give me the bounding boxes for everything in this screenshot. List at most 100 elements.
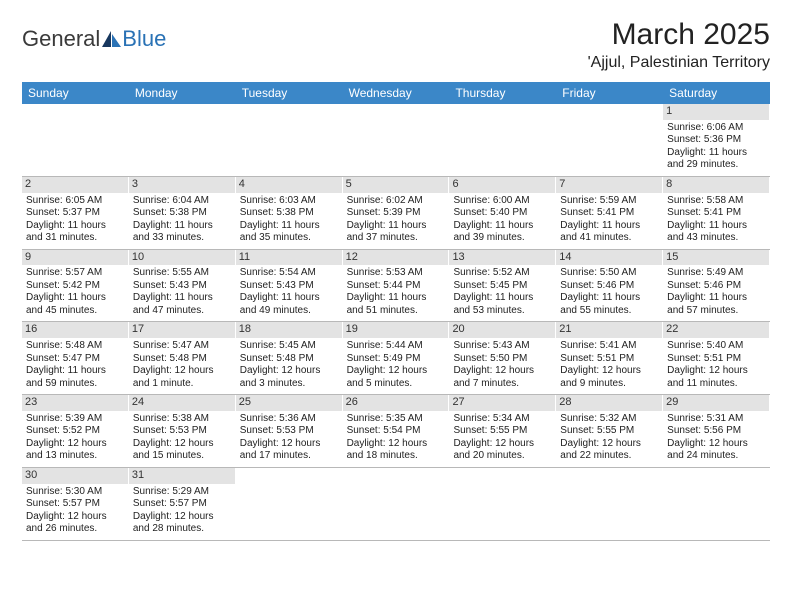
day-cell: 3Sunrise: 6:04 AMSunset: 5:38 PMDaylight… [129, 177, 236, 249]
day-cell: 26Sunrise: 5:35 AMSunset: 5:54 PMDayligh… [343, 395, 450, 467]
day-number: 1 [663, 104, 769, 120]
calendar-grid: SundayMondayTuesdayWednesdayThursdayFrid… [22, 82, 770, 541]
sunrise-line: Sunrise: 5:32 AM [560, 413, 658, 426]
sunrise-line: Sunrise: 5:50 AM [560, 267, 658, 280]
day-number: 14 [556, 250, 662, 266]
day-cell: 24Sunrise: 5:38 AMSunset: 5:53 PMDayligh… [129, 395, 236, 467]
day-number: 4 [236, 177, 342, 193]
sunrise-line: Sunrise: 5:48 AM [26, 340, 124, 353]
sunrise-line: Sunrise: 5:34 AM [453, 413, 551, 426]
sunrise-line: Sunrise: 6:00 AM [453, 195, 551, 208]
sunrise-line: Sunrise: 5:38 AM [133, 413, 231, 426]
empty-cell [129, 104, 236, 176]
week-row: 16Sunrise: 5:48 AMSunset: 5:47 PMDayligh… [22, 322, 770, 395]
day-number: 23 [22, 395, 128, 411]
logo-sail-icon [102, 31, 122, 47]
day-cell: 27 Sunrise: 5:34 AMSunset: 5:55 PMDayligh… [449, 395, 556, 467]
day-number: 18 [236, 322, 342, 338]
sunrise-line: Sunrise: 5:53 AM [347, 267, 445, 280]
daylight-line: Daylight: 11 hours and 51 minutes. [347, 292, 445, 317]
sunrise-line: Sunrise: 5:57 AM [26, 267, 124, 280]
day-cell: 19Sunrise: 5:44 AMSunset: 5:49 PMDayligh… [343, 322, 450, 394]
day-number: 29 [663, 395, 769, 411]
day-number: 25 [236, 395, 342, 411]
daylight-line: Daylight: 12 hours and 20 minutes. [453, 438, 551, 463]
sunset-line: Sunset: 5:49 PM [347, 353, 445, 366]
sunrise-line: Sunrise: 5:59 AM [560, 195, 658, 208]
daylight-line: Daylight: 11 hours and 57 minutes. [667, 292, 765, 317]
day-cell: 6Sunrise: 6:00 AMSunset: 5:40 PMDaylight… [449, 177, 556, 249]
empty-cell [449, 468, 556, 540]
weekday-header: Monday [129, 82, 236, 104]
brand-part2: Blue [122, 26, 166, 52]
day-cell: 17Sunrise: 5:47 AMSunset: 5:48 PMDayligh… [129, 322, 236, 394]
daylight-line: Daylight: 12 hours and 5 minutes. [347, 365, 445, 390]
sunrise-line: Sunrise: 6:04 AM [133, 195, 231, 208]
day-number: 5 [343, 177, 449, 193]
daylight-line: Daylight: 11 hours and 29 minutes. [667, 147, 765, 172]
day-cell: 5Sunrise: 6:02 AMSunset: 5:39 PMDaylight… [343, 177, 450, 249]
sunset-line: Sunset: 5:37 PM [26, 207, 124, 220]
day-cell: 7 Sunrise: 5:59 AMSunset: 5:41 PMDaylight… [556, 177, 663, 249]
day-cell: 10Sunrise: 5:55 AMSunset: 5:43 PMDayligh… [129, 250, 236, 322]
day-number: 31 [129, 468, 235, 484]
sunrise-line: Sunrise: 5:43 AM [453, 340, 551, 353]
day-cell: 8Sunrise: 5:58 AMSunset: 5:41 PMDaylight… [663, 177, 770, 249]
month-title: March 2025 [588, 18, 770, 52]
empty-cell [556, 468, 663, 540]
daylight-line: Daylight: 12 hours and 1 minute. [133, 365, 231, 390]
day-cell: 29Sunrise: 5:31 AMSunset: 5:56 PMDayligh… [663, 395, 770, 467]
daylight-line: Daylight: 12 hours and 28 minutes. [133, 511, 231, 536]
sunset-line: Sunset: 5:56 PM [667, 425, 765, 438]
day-number: 7 [556, 177, 662, 193]
daylight-line: Daylight: 11 hours and 35 minutes. [240, 220, 338, 245]
empty-cell [449, 104, 556, 176]
sunrise-line: Sunrise: 5:54 AM [240, 267, 338, 280]
day-cell: 11Sunrise: 5:54 AMSunset: 5:43 PMDayligh… [236, 250, 343, 322]
daylight-line: Daylight: 11 hours and 41 minutes. [560, 220, 658, 245]
daylight-line: Daylight: 11 hours and 55 minutes. [560, 292, 658, 317]
sunset-line: Sunset: 5:51 PM [667, 353, 765, 366]
day-number: 20 [449, 322, 555, 338]
daylight-line: Daylight: 12 hours and 15 minutes. [133, 438, 231, 463]
day-cell: 2Sunrise: 6:05 AMSunset: 5:37 PMDaylight… [22, 177, 129, 249]
day-cell: 23Sunrise: 5:39 AMSunset: 5:52 PMDayligh… [22, 395, 129, 467]
sunrise-line: Sunrise: 5:29 AM [133, 486, 231, 499]
week-row: 2Sunrise: 6:05 AMSunset: 5:37 PMDaylight… [22, 177, 770, 250]
sunset-line: Sunset: 5:51 PM [560, 353, 658, 366]
day-number: 11 [236, 250, 342, 266]
day-number: 3 [129, 177, 235, 193]
sunset-line: Sunset: 5:41 PM [560, 207, 658, 220]
brand-part1: General [22, 26, 100, 52]
sunset-line: Sunset: 5:45 PM [453, 280, 551, 293]
day-number: 15 [663, 250, 769, 266]
sunrise-line: Sunrise: 5:39 AM [26, 413, 124, 426]
sunrise-line: Sunrise: 5:55 AM [133, 267, 231, 280]
sunset-line: Sunset: 5:40 PM [453, 207, 551, 220]
sunrise-line: Sunrise: 6:03 AM [240, 195, 338, 208]
sunrise-line: Sunrise: 5:31 AM [667, 413, 765, 426]
sunset-line: Sunset: 5:55 PM [453, 425, 551, 438]
weekday-header: Sunday [22, 82, 129, 104]
sunrise-line: Sunrise: 5:41 AM [560, 340, 658, 353]
day-number: 22 [663, 322, 769, 338]
sunrise-line: Sunrise: 5:49 AM [667, 267, 765, 280]
sunrise-line: Sunrise: 5:44 AM [347, 340, 445, 353]
weekday-header: Saturday [663, 82, 770, 104]
daylight-line: Daylight: 11 hours and 59 minutes. [26, 365, 124, 390]
day-number: 17 [129, 322, 235, 338]
day-cell: 9Sunrise: 5:57 AMSunset: 5:42 PMDaylight… [22, 250, 129, 322]
sunset-line: Sunset: 5:43 PM [133, 280, 231, 293]
sunrise-line: Sunrise: 5:30 AM [26, 486, 124, 499]
sunset-line: Sunset: 5:57 PM [133, 498, 231, 511]
weekday-header: Thursday [449, 82, 556, 104]
day-number: 10 [129, 250, 235, 266]
location-subtitle: 'Ajjul, Palestinian Territory [588, 54, 770, 72]
week-row: 23Sunrise: 5:39 AMSunset: 5:52 PMDayligh… [22, 395, 770, 468]
sunrise-line: Sunrise: 5:47 AM [133, 340, 231, 353]
sunset-line: Sunset: 5:53 PM [133, 425, 231, 438]
daylight-line: Daylight: 12 hours and 26 minutes. [26, 511, 124, 536]
daylight-line: Daylight: 12 hours and 22 minutes. [560, 438, 658, 463]
day-cell: 15Sunrise: 5:49 AMSunset: 5:46 PMDayligh… [663, 250, 770, 322]
day-number: 27 [449, 395, 555, 411]
